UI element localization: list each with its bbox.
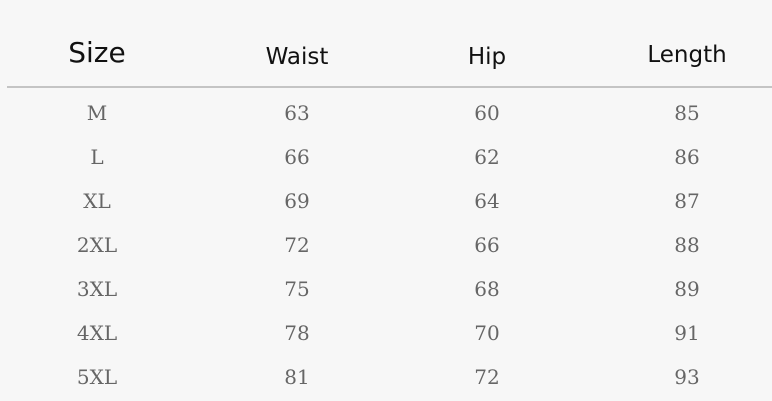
- table-cell-waist: 75: [284, 277, 310, 301]
- table-cell-waist: 78: [284, 321, 310, 345]
- table-row: M 63 60 85: [0, 91, 772, 135]
- table-row: 3XL 75 68 89: [0, 267, 772, 311]
- table-cell-length: 91: [674, 321, 700, 345]
- header-size: Size: [68, 36, 126, 69]
- table-row: XL 69 64 87: [0, 179, 772, 223]
- table-cell-waist: 66: [284, 145, 310, 169]
- table-row: 5XL 81 72 93: [0, 355, 772, 399]
- table-cell-length: 88: [674, 233, 700, 257]
- table-row: 2XL 72 66 88: [0, 223, 772, 267]
- table-cell-size: 4XL: [76, 321, 118, 345]
- header-hip: Hip: [467, 44, 507, 70]
- table-row: 4XL 78 70 91: [0, 311, 772, 355]
- table-cell-hip: 64: [474, 189, 500, 213]
- table-header: Size Waist Hip Length: [0, 0, 772, 86]
- table-cell-hip: 70: [474, 321, 500, 345]
- header-divider: [7, 86, 772, 88]
- table-cell-size: L: [90, 145, 104, 169]
- table-cell-hip: 68: [474, 277, 500, 301]
- table-cell-waist: 63: [284, 101, 310, 125]
- table-cell-hip: 60: [474, 101, 500, 125]
- table-row: L 66 62 86: [0, 135, 772, 179]
- table-cell-size: 5XL: [76, 365, 118, 389]
- header-length: Length: [647, 42, 727, 68]
- table-cell-hip: 72: [474, 365, 500, 389]
- table-cell-length: 85: [674, 101, 700, 125]
- table-cell-hip: 62: [474, 145, 500, 169]
- table-cell-waist: 72: [284, 233, 310, 257]
- table-cell-waist: 69: [284, 189, 310, 213]
- table-cell-waist: 81: [284, 365, 310, 389]
- table-cell-length: 86: [674, 145, 700, 169]
- table-cell-size: 3XL: [76, 277, 118, 301]
- table-cell-hip: 66: [474, 233, 500, 257]
- table-cell-size: M: [86, 101, 108, 125]
- table-cell-length: 93: [674, 365, 700, 389]
- table-cell-length: 89: [674, 277, 700, 301]
- header-waist: Waist: [265, 44, 329, 70]
- table-cell-size: 2XL: [76, 233, 118, 257]
- table-cell-length: 87: [674, 189, 700, 213]
- table-cell-size: XL: [83, 189, 111, 213]
